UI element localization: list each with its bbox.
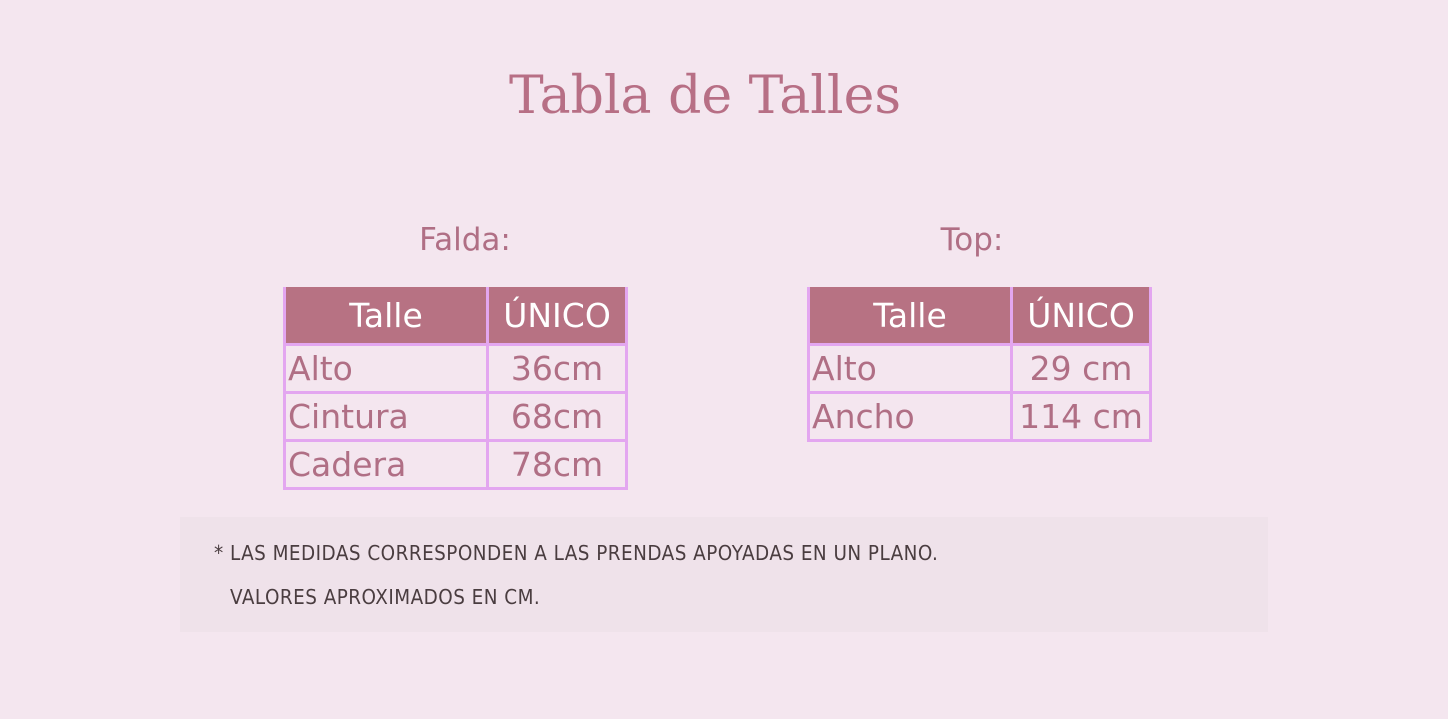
header-cell: Talle [807, 287, 1013, 346]
table-row: Alto 29 cm [807, 343, 1152, 394]
measure-name: Alto [807, 343, 1013, 394]
measure-name: Ancho [807, 391, 1013, 442]
falda-size-table: Talle ÚNICO Alto 36cm Cintura 68cm Cader… [283, 287, 628, 490]
measure-name: Cadera [283, 439, 489, 490]
top-size-table: Talle ÚNICO Alto 29 cm Ancho 114 cm [807, 287, 1152, 442]
header-cell: Talle [283, 287, 489, 346]
note-line-2: VALORES APROXIMADOS EN CM. [230, 585, 541, 609]
header-cell: ÚNICO [486, 287, 628, 346]
measure-value: 78cm [486, 439, 628, 490]
measure-name: Cintura [283, 391, 489, 442]
top-label: Top: [940, 222, 1004, 258]
measure-value: 68cm [486, 391, 628, 442]
table-row: Cintura 68cm [283, 391, 628, 442]
table-header-row: Talle ÚNICO [807, 287, 1152, 346]
measure-value: 114 cm [1010, 391, 1152, 442]
note-line-1: * LAS MEDIDAS CORRESPONDEN A LAS PRENDAS… [214, 541, 939, 565]
measure-name: Alto [283, 343, 489, 394]
table-header-row: Talle ÚNICO [283, 287, 628, 346]
header-cell: ÚNICO [1010, 287, 1152, 346]
measurement-note: * LAS MEDIDAS CORRESPONDEN A LAS PRENDAS… [180, 517, 1268, 632]
measure-value: 36cm [486, 343, 628, 394]
table-row: Ancho 114 cm [807, 391, 1152, 442]
page-title: Tabla de Talles [508, 66, 902, 126]
falda-label: Falda: [419, 222, 511, 258]
table-row: Alto 36cm [283, 343, 628, 394]
table-row: Cadera 78cm [283, 439, 628, 490]
measure-value: 29 cm [1010, 343, 1152, 394]
